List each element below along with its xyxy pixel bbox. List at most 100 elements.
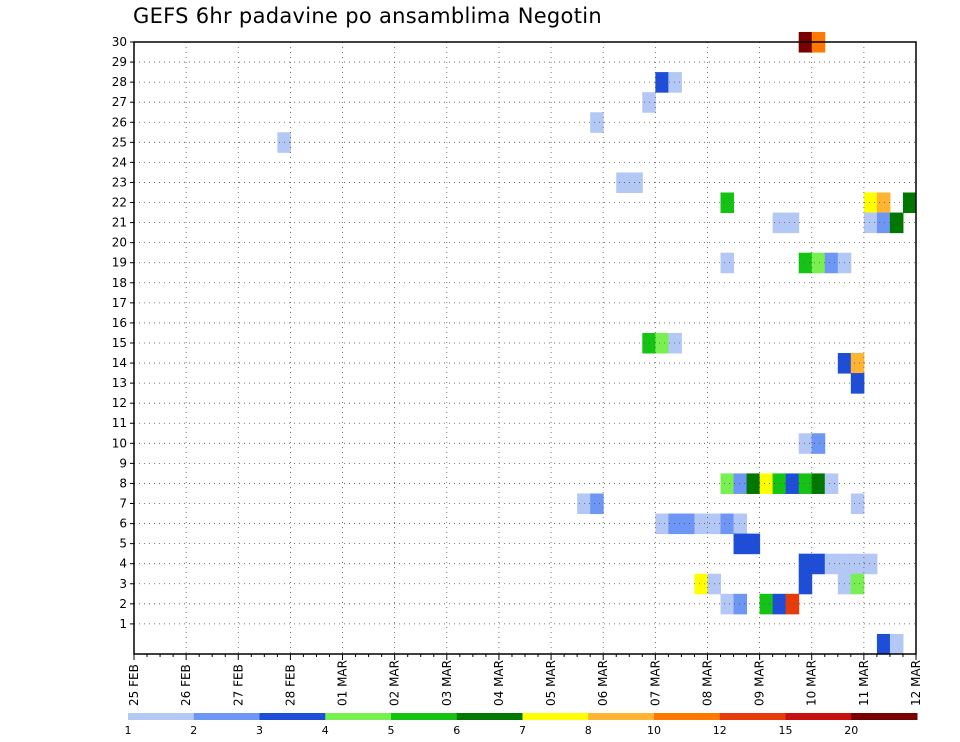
- y-tick-label: 7: [119, 497, 127, 511]
- colorbar-segment: [391, 713, 458, 720]
- heatmap-cell: [863, 212, 878, 234]
- heatmap-cell: [889, 212, 904, 234]
- y-tick-label: 19: [112, 256, 127, 270]
- colorbar-label: 20: [844, 724, 858, 737]
- y-tick-label: 22: [112, 196, 127, 210]
- x-tick-label: 05 MAR: [544, 660, 558, 706]
- y-tick-label: 21: [112, 216, 127, 230]
- heatmap-cell: [590, 112, 604, 133]
- y-tick-label: 17: [112, 296, 127, 310]
- heatmap-cell: [824, 553, 839, 575]
- heatmap-cell: [863, 192, 878, 214]
- x-tick-label: 08 MAR: [700, 660, 714, 706]
- y-tick-label: 8: [119, 476, 127, 490]
- colorbar-segment: [193, 713, 260, 720]
- heatmap-cell: [668, 513, 682, 535]
- y-tick-label: 9: [119, 456, 127, 470]
- heatmap-cell: [811, 553, 826, 575]
- heatmap-cell: [629, 172, 643, 193]
- chart-title: GEFS 6hr padavine po ansamblima Negotin: [133, 4, 602, 28]
- x-tick-label: 02 MAR: [388, 660, 402, 706]
- y-tick-label: 29: [112, 55, 127, 69]
- heatmap-cell: [798, 252, 813, 274]
- colorbar-segment: [851, 713, 918, 720]
- heatmap-cell: [876, 212, 891, 234]
- heatmap-cell: [798, 573, 813, 595]
- y-tick-label: 5: [119, 537, 127, 551]
- colorbar-label: 4: [322, 724, 329, 737]
- heatmap-cell: [798, 553, 813, 575]
- heatmap-cell: [577, 493, 591, 515]
- heatmap-cell: [824, 473, 839, 494]
- colorbar-segment: [259, 713, 326, 720]
- heatmap-cell: [785, 593, 800, 615]
- colorbar-segment: [522, 713, 589, 720]
- heatmap-cell: [876, 633, 891, 655]
- heatmap-cell: [733, 593, 748, 615]
- y-tick-label: 15: [112, 336, 127, 350]
- y-tick-label: 6: [119, 517, 127, 531]
- x-tick-label: 07 MAR: [648, 660, 662, 706]
- y-tick-label: 23: [112, 175, 127, 189]
- y-tick-label: 11: [112, 416, 127, 430]
- heatmap-cell: [850, 553, 865, 575]
- x-tick-label: 04 MAR: [492, 660, 506, 706]
- heatmap-cell: [785, 473, 800, 494]
- heatmap-cell: [668, 332, 682, 354]
- x-tick-label: 27 FEB: [231, 664, 245, 706]
- colorbar-label: 15: [779, 724, 793, 737]
- heatmap-cell: [720, 192, 735, 214]
- y-tick-label: 24: [112, 155, 127, 169]
- heatmap-cell: [850, 373, 865, 394]
- x-tick-label: 26 FEB: [179, 664, 193, 706]
- x-tick-label: 09 MAR: [753, 660, 767, 706]
- y-tick-label: 27: [112, 95, 127, 109]
- heatmap-cell: [759, 593, 774, 615]
- heatmap-cell: [746, 533, 761, 555]
- x-tick-label: 25 FEB: [127, 664, 141, 706]
- y-tick-label: 1: [119, 617, 127, 631]
- colorbar-segment: [719, 713, 786, 720]
- y-tick-label: 25: [112, 135, 127, 149]
- colorbar-label: 5: [388, 724, 395, 737]
- heatmap-cell: [824, 252, 839, 274]
- heatmap-cell: [811, 252, 826, 274]
- heatmap-cell: [694, 573, 708, 595]
- x-tick-label: 12 MAR: [909, 660, 923, 706]
- y-tick-label: 10: [112, 436, 127, 450]
- heatmap-cell: [798, 433, 813, 454]
- y-tick-label: 12: [112, 396, 127, 410]
- heatmap-cell: [876, 192, 891, 214]
- colorbar-segment: [325, 713, 392, 720]
- heatmap-cell: [733, 533, 748, 555]
- heatmap-cell: [798, 473, 813, 494]
- y-tick-label: 20: [112, 236, 127, 250]
- heatmap-cell: [746, 473, 761, 494]
- y-tick-label: 30: [112, 35, 127, 49]
- heatmap-cell: [655, 332, 669, 354]
- y-tick-label: 13: [112, 376, 127, 390]
- y-tick-label: 3: [119, 577, 127, 591]
- x-tick-label: 28 FEB: [283, 664, 297, 706]
- heatmap-cell: [616, 172, 630, 193]
- y-tick-label: 18: [112, 276, 127, 290]
- heatmap-cell: [655, 513, 669, 535]
- y-tick-label: 28: [112, 75, 127, 89]
- colorbar-segment: [654, 713, 721, 720]
- y-tick-label: 26: [112, 115, 127, 129]
- heatmap-cell: [863, 553, 878, 575]
- x-tick-label: 01 MAR: [336, 660, 350, 706]
- heatmap-cell: [759, 473, 774, 494]
- colorbar-segment: [785, 713, 852, 720]
- heatmap-cell: [850, 353, 865, 374]
- heatmap-cell: [720, 252, 735, 274]
- heatmap-cell: [889, 633, 904, 655]
- heatmap-cell: [668, 72, 682, 93]
- colorbar-label: 2: [190, 724, 197, 737]
- heatmap-cell: [785, 212, 800, 234]
- colorbar-label: 3: [256, 724, 263, 737]
- x-tick-label: 06 MAR: [596, 660, 610, 706]
- y-tick-label: 4: [119, 557, 127, 571]
- heatmap-cell: [681, 513, 695, 535]
